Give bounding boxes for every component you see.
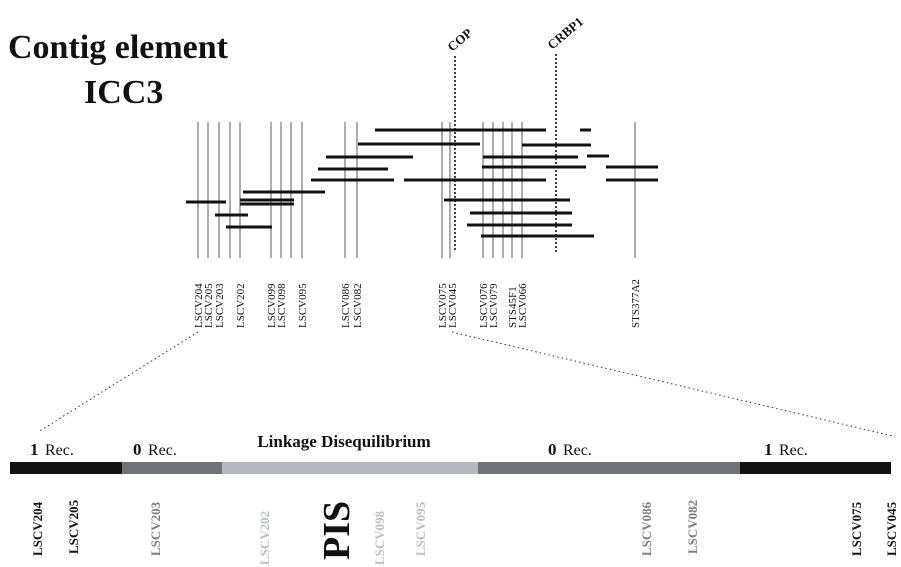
marker-label: STS45F1: [507, 286, 519, 328]
marker-label: LSCV205: [203, 283, 215, 328]
marker-label: LSCV098: [276, 283, 288, 328]
rec-unit-left-inner: Rec.: [148, 442, 177, 459]
gene-label-crbp1: CRBP1: [544, 14, 586, 52]
zoom-line-right: [451, 331, 894, 437]
rec-unit-left-outer: Rec.: [45, 442, 74, 459]
rec-count-right-inner: 0: [548, 440, 557, 459]
rec-count-right-outer: 1: [764, 440, 773, 459]
bottom-marker-label: LSCV045: [884, 501, 899, 556]
marker-label: STS377A2: [630, 279, 642, 328]
marker-label: LSCV076: [478, 283, 490, 328]
bottom-marker-label: LSCV203: [148, 501, 163, 556]
bottom-marker-label: LSCV204: [30, 501, 45, 556]
rec-unit-right-inner: Rec.: [563, 442, 592, 459]
title-line-1: Contig element: [8, 29, 229, 66]
marker-label: LSCV045: [447, 283, 459, 328]
marker-lines: [197, 122, 636, 258]
bottom-marker-label: LSCV098: [372, 510, 387, 565]
marker-label: LSCV075: [437, 283, 449, 328]
bar-segment-black-left: [10, 462, 122, 474]
rec-unit-right-outer: Rec.: [779, 442, 808, 459]
bottom-marker-label: LSCV075: [849, 501, 864, 556]
rec-count-left-inner: 0: [133, 440, 142, 459]
marker-label: LSCV202: [235, 283, 247, 328]
gene-label-cop: COP: [444, 25, 475, 54]
marker-labels: LSCV204 LSCV205 LSCV203 LSCV202 LSCV099 …: [193, 279, 642, 328]
contig-clones: [186, 128, 658, 238]
bottom-marker-label: LSCV095: [413, 501, 428, 556]
pis-label: PIS: [316, 501, 358, 560]
marker-label: LSCV099: [266, 283, 278, 328]
marker-label: LSCV203: [214, 283, 226, 328]
recombination-bar: [10, 462, 891, 474]
marker-label: LSCV082: [352, 283, 364, 328]
marker-label: LSCV204: [193, 283, 205, 328]
zoom-line-left: [37, 331, 199, 433]
marker-label: LSCV086: [340, 283, 352, 328]
bar-segment-light-gray: [222, 462, 478, 474]
bottom-marker-label: LSCV202: [257, 511, 272, 565]
bottom-marker-label: LSCV082: [685, 500, 700, 554]
bar-segment-black-right: [740, 462, 891, 474]
marker-label: LSCV095: [297, 283, 309, 328]
marker-label: LSCV079: [488, 283, 500, 328]
bar-segment-dark-gray-right: [478, 462, 740, 474]
bottom-marker-label: LSCV086: [639, 501, 654, 556]
linkage-disequilibrium-label: Linkage Disequilibrium: [257, 432, 430, 451]
bar-segment-dark-gray-left: [122, 462, 222, 474]
marker-label: LSCV066: [517, 283, 529, 328]
title-line-2: ICC3: [84, 74, 163, 111]
rec-count-left-outer: 1: [30, 440, 39, 459]
bottom-marker-label: LSCV205: [66, 499, 81, 554]
